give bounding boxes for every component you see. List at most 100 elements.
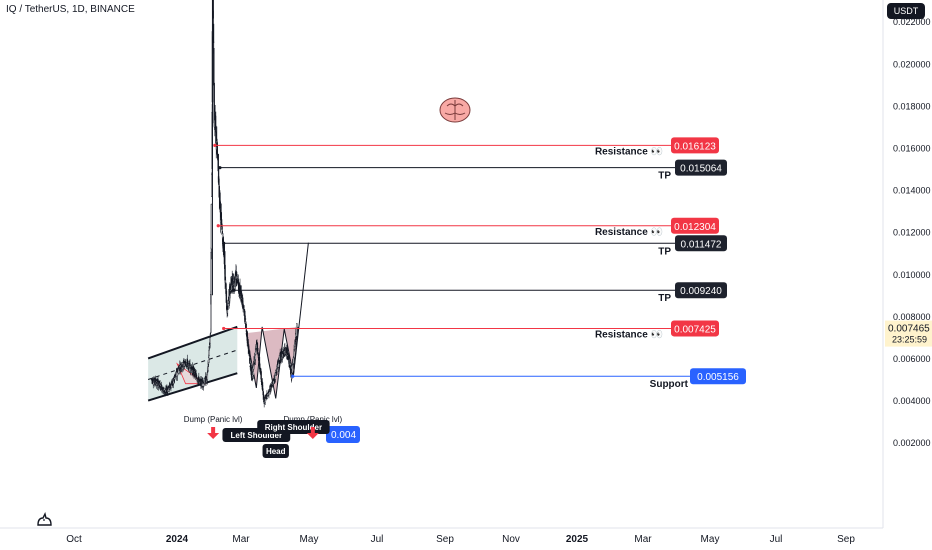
- tradingview-logo-icon: [37, 511, 52, 526]
- candle-body: [268, 392, 270, 396]
- candle-body: [260, 371, 262, 380]
- level-anchor-tp: [232, 288, 236, 292]
- time-tick-label: May: [300, 534, 319, 545]
- level-tag-tp: [675, 159, 727, 176]
- projection-line: [292, 242, 309, 376]
- level-tag-text-resistance: 0.007425: [674, 324, 716, 335]
- time-tick-label: Sep: [837, 534, 855, 545]
- pattern-label-box: [262, 444, 289, 458]
- candle-body: [218, 178, 220, 186]
- price-tick-label: 0.020000: [893, 59, 931, 69]
- candle-body: [212, 23, 215, 44]
- price-tick-label: 0.006000: [893, 354, 931, 364]
- candle-body: [213, 48, 215, 86]
- level-anchor-resistance: [222, 326, 226, 331]
- level-tag-tp: [675, 282, 727, 299]
- candle-body: [245, 323, 247, 329]
- time-tick-label: Jul: [371, 534, 384, 545]
- candle-body: [224, 264, 226, 281]
- price-tick-label: 0.008000: [893, 312, 931, 322]
- candle-body: [252, 371, 254, 376]
- level-anchor-resistance: [216, 224, 220, 228]
- pattern-label-left-shoulder: Left Shoulder: [231, 431, 283, 440]
- candle-body: [195, 374, 198, 378]
- level-anchor-tp: [218, 166, 222, 170]
- time-tick-label: Mar: [232, 534, 250, 545]
- level-anchor-tp: [222, 241, 226, 245]
- candle-body: [244, 318, 247, 320]
- level-tag-resistance: [671, 217, 719, 234]
- candle-body: [229, 289, 231, 292]
- candle-body: [207, 366, 209, 371]
- current-price-label: 0.007465: [888, 324, 930, 335]
- candle-body: [272, 380, 275, 385]
- level-note-tp: TP: [658, 293, 671, 304]
- level-note-tp: TP: [658, 171, 671, 182]
- candle-body: [296, 323, 298, 337]
- level-tag-support: [690, 368, 746, 385]
- candle-body: [257, 347, 259, 351]
- level-note-resistance: Resistance 👀: [595, 146, 663, 157]
- level-note-resistance: Resistance 👀: [595, 227, 663, 238]
- candle-body: [257, 354, 260, 356]
- candles-group: [150, 0, 298, 408]
- dump-arrow-icon: [306, 427, 319, 440]
- wedge-pattern: [176, 362, 207, 385]
- candle-body: [206, 372, 209, 380]
- level-note-tp: TP: [658, 246, 671, 257]
- time-tick-label: Jul: [770, 534, 783, 545]
- candle-body: [208, 357, 210, 364]
- pattern-label-right-shoulder: Right Shoulder: [265, 423, 322, 432]
- current-price-tag: [885, 320, 932, 347]
- level-tag-text-tp: 0.009240: [680, 286, 722, 297]
- time-tick-label: Mar: [634, 534, 652, 545]
- dump-annotation-text: Dump (Panic lvl): [283, 415, 342, 424]
- candle-body: [210, 251, 212, 295]
- level-anchor-support: [291, 374, 295, 378]
- candle-body: [250, 366, 252, 375]
- level-tag-text-tp: 0.011472: [681, 239, 722, 250]
- candle-body: [208, 349, 210, 357]
- level-tag-text-tp: 0.015064: [680, 164, 722, 175]
- candle-body: [219, 201, 221, 209]
- time-tick-label: 2025: [566, 534, 589, 545]
- time-tick-label: Oct: [66, 534, 82, 545]
- pattern-label-head: Head: [266, 447, 286, 456]
- candle-body: [241, 297, 243, 299]
- cut-off-tag-text: 0.004: [331, 430, 356, 441]
- candle-body: [277, 362, 280, 368]
- level-anchor-resistance: [213, 143, 217, 147]
- price-tick-label: 0.016000: [893, 143, 931, 153]
- candle-body: [212, 0, 214, 19]
- level-tag-resistance: [671, 137, 719, 154]
- channel-upper-line: [147, 325, 238, 360]
- candle-body: [242, 303, 244, 305]
- candle-body: [217, 154, 219, 172]
- price-tick-label: 0.004000: [893, 396, 931, 406]
- channel-lower-line: [147, 372, 238, 402]
- candle-body: [225, 290, 228, 303]
- level-tag-text-resistance: 0.012304: [674, 222, 716, 233]
- candle-body: [246, 336, 249, 344]
- candle-body: [210, 203, 213, 250]
- currency-button[interactable]: USDT: [887, 3, 925, 19]
- price-tick-label: 0.010000: [893, 270, 931, 280]
- price-tick-label: 0.014000: [893, 186, 931, 196]
- countdown-label: 23:25:59: [892, 335, 927, 345]
- level-note-resistance: Resistance 👀: [595, 329, 663, 340]
- price-tick-label: 0.012000: [893, 228, 931, 238]
- pattern-fill: [246, 326, 299, 399]
- level-note-support: Support: [650, 379, 689, 390]
- time-tick-label: Nov: [502, 534, 520, 545]
- price-tick-label: 0.002000: [893, 438, 931, 448]
- level-tag-tp: [675, 235, 727, 252]
- cut-off-tag: [326, 426, 360, 443]
- candle-body: [173, 377, 176, 380]
- level-tag-resistance: [671, 320, 719, 337]
- candle-body: [288, 356, 290, 363]
- time-tick-label: Sep: [436, 534, 454, 545]
- symbol-title: IQ / TetherUS, 1D, BINANCE: [6, 4, 135, 15]
- level-tag-text-support: 0.005156: [697, 372, 739, 383]
- brain-icon-folds: [444, 100, 466, 120]
